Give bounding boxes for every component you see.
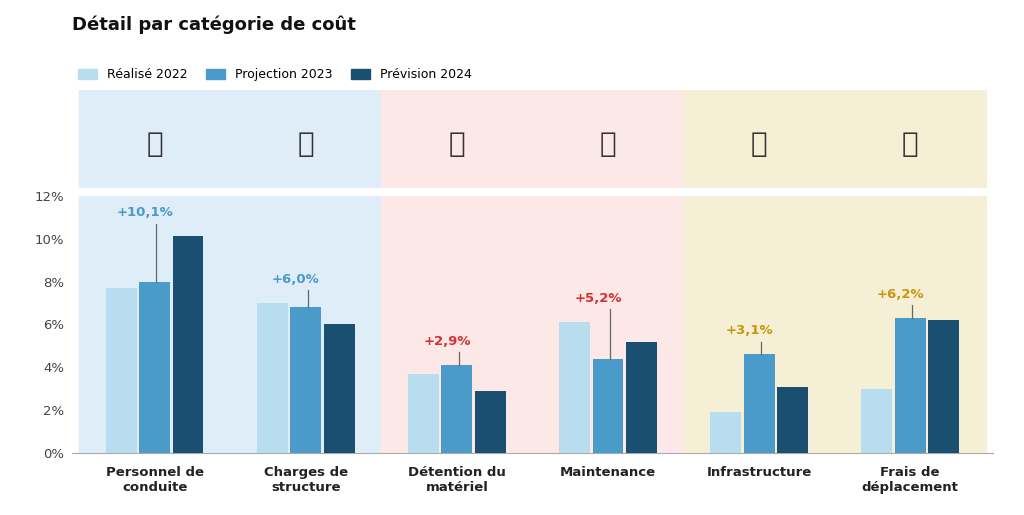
Text: 🏭: 🏭 — [298, 130, 314, 158]
Text: Détail par catégorie de coût: Détail par catégorie de coût — [72, 15, 355, 34]
Bar — [79, 196, 381, 453]
Text: +6,2%: +6,2% — [877, 288, 924, 301]
Bar — [409, 374, 439, 453]
Bar — [291, 307, 322, 453]
Text: 🪑: 🪑 — [751, 130, 767, 158]
Legend: Réalisé 2022, Projection 2023, Prévision 2024: Réalisé 2022, Projection 2023, Prévision… — [78, 68, 472, 81]
Text: 🔧: 🔧 — [600, 130, 616, 158]
Bar — [324, 324, 354, 453]
Bar — [381, 196, 684, 453]
Bar — [139, 282, 170, 453]
Text: +6,0%: +6,0% — [272, 273, 319, 286]
Text: +5,2%: +5,2% — [574, 292, 622, 305]
Bar — [173, 236, 204, 453]
Bar — [928, 320, 958, 453]
Bar — [257, 303, 288, 453]
Bar — [684, 196, 986, 453]
Bar — [895, 318, 926, 453]
Text: +2,9%: +2,9% — [423, 335, 471, 348]
Bar — [106, 288, 137, 453]
Bar — [475, 391, 506, 453]
Bar — [861, 389, 892, 453]
Text: 🍽️: 🍽️ — [902, 130, 919, 158]
Bar — [381, 90, 684, 188]
Text: 🚚: 🚚 — [449, 130, 465, 158]
Text: 👤: 👤 — [146, 130, 163, 158]
Bar — [593, 359, 624, 453]
Bar — [711, 413, 741, 453]
Bar — [441, 365, 472, 453]
Bar — [743, 354, 774, 453]
Bar — [626, 341, 656, 453]
Bar — [79, 90, 381, 188]
Bar — [684, 90, 986, 188]
Text: +10,1%: +10,1% — [117, 207, 173, 219]
Bar — [559, 322, 590, 453]
Bar — [777, 387, 808, 453]
Text: +3,1%: +3,1% — [725, 324, 773, 337]
